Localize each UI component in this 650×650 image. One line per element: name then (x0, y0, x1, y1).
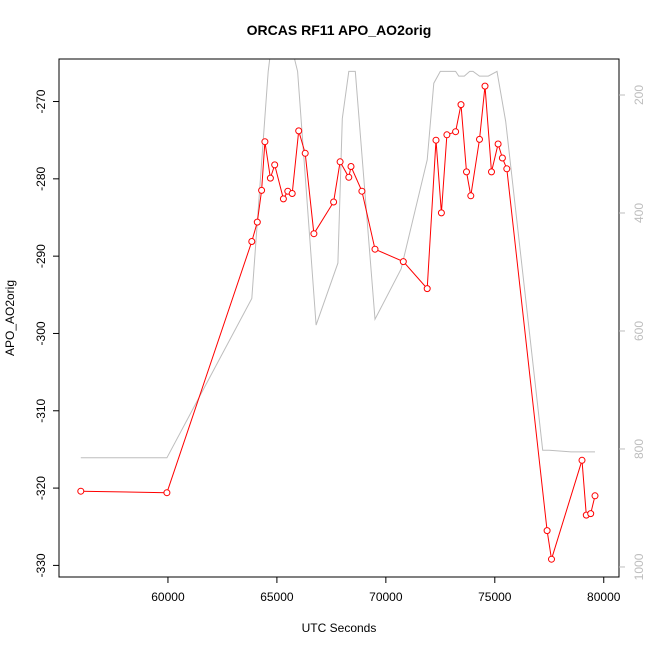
x-axis: 60000 65000 70000 75000 80000 (151, 577, 621, 604)
data-point (330, 198, 338, 206)
y2-tick-label: 1000 (632, 553, 646, 580)
data-point (443, 131, 451, 139)
x-tick-label: 65000 (260, 590, 294, 604)
data-point (548, 555, 555, 563)
plot-frame (58, 58, 620, 578)
data-point (543, 527, 551, 535)
data-point (347, 163, 355, 170)
x-tick-label: 75000 (478, 590, 512, 604)
x-tick-label: 80000 (587, 590, 621, 604)
data-point (578, 456, 586, 464)
y2-tick-label: 600 (632, 321, 646, 341)
data-point (345, 173, 353, 181)
data-point (310, 230, 318, 238)
data-point (288, 190, 296, 197)
y-tick-label: -310 (34, 398, 48, 422)
data-point (452, 128, 460, 136)
x-axis-label: UTC Seconds (302, 621, 377, 635)
data-point (399, 258, 407, 266)
data-point (258, 186, 266, 194)
y2-tick-label: 400 (632, 203, 646, 223)
data-point (494, 140, 502, 148)
data-point (587, 510, 595, 518)
y-tick-label: -270 (34, 89, 48, 113)
data-point (437, 209, 445, 217)
x-tick-label: 60000 (151, 590, 185, 604)
data-point (432, 136, 440, 144)
data-point (279, 195, 287, 203)
primary-series-line (80, 86, 596, 560)
chart-title: ORCAS RF11 APO_AO2orig (247, 22, 432, 38)
y-axis: -330 -320 -310 -300 -290 -280 -270 (34, 89, 60, 577)
data-point (463, 168, 470, 176)
data-point (266, 174, 274, 182)
data-point (301, 149, 309, 157)
x-tick-label: 70000 (369, 590, 403, 604)
secondary-series-line (80, 59, 595, 459)
data-point (261, 138, 269, 146)
y-tick-label: -300 (34, 321, 48, 345)
data-point (591, 492, 599, 500)
data-point (476, 135, 483, 143)
series-layer (77, 59, 599, 563)
y-tick-label: -290 (34, 244, 48, 268)
data-point (163, 489, 171, 497)
y2-axis: 200 400 600 800 1000 (619, 85, 646, 580)
y2-tick-label: 200 (632, 85, 646, 105)
data-point (457, 101, 465, 109)
data-point (498, 154, 506, 162)
y-axis-label: APO_AO2orig (3, 280, 17, 356)
data-point (271, 161, 279, 169)
data-point (503, 165, 511, 173)
data-point (253, 218, 261, 226)
data-point (248, 238, 256, 245)
data-point (481, 82, 489, 90)
data-point (77, 487, 85, 495)
y2-tick-label: 800 (632, 439, 646, 459)
y-tick-label: -320 (34, 476, 48, 500)
data-point (336, 158, 344, 166)
data-point (371, 245, 379, 253)
data-point (467, 192, 475, 200)
y-tick-label: -280 (34, 167, 48, 191)
data-point (423, 285, 431, 293)
y-tick-label: -330 (34, 553, 48, 577)
data-point (295, 127, 303, 135)
data-point (488, 168, 495, 176)
data-point (358, 187, 366, 195)
